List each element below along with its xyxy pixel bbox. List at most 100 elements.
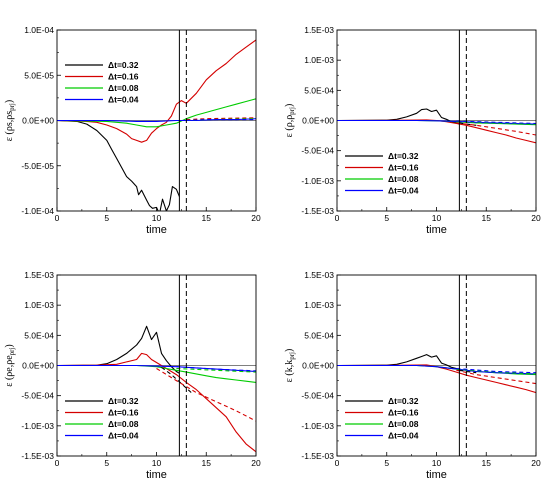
y-axis-label-sub: prj [8,348,16,356]
y-tick-label: -5.0E-04 [301,146,334,156]
x-tick-label: 0 [55,213,60,223]
y-tick-label: 1.0E-04 [24,25,54,35]
series-line [57,364,256,383]
chart-panel-3: 0 5 10 15 20 -1.5E-03 -1.0E-03 -5.0E-04 0.0E+00 5… [4,270,261,481]
plot-area [337,108,536,144]
y-axis-label: ε (ρ,ρprj) [284,104,296,138]
y-tick-label: 5.0E-05 [24,70,54,80]
chart-panel-2: 0 5 10 15 20 -1.5E-03 -1.0E-03 -5.0E-04 0.0E+00 5… [284,25,541,236]
y-tick-label: 0.0E+00 [302,361,334,371]
plot-frame [336,274,537,457]
legend-label: Δt=0.16 [388,408,419,418]
x-tick-label: 15 [482,458,492,468]
legend-label: Δt=0.32 [388,396,419,406]
chart-panel-1: 0 5 10 15 20 -1.0E-04 -5.0E-05 0.0E+00 5.0E-05 1.… [4,25,261,236]
y-tick-label: 1.0E-03 [304,55,334,65]
y-tick-label: 5.0E-04 [24,330,54,340]
x-tick-label: 5 [384,458,389,468]
series-line-dashed [176,367,256,373]
y-axis-label-close: ) [4,100,15,103]
y-axis-label: ε (k,kprj) [284,349,296,383]
x-tick-label: 20 [531,458,541,468]
legend-label: Δt=0.08 [388,419,419,429]
x-axis-label: time [426,224,447,236]
series-line-dashed [176,366,256,372]
y-tick-label: 1.5E-03 [24,270,54,280]
y-tick-label: 1.0E-03 [24,300,54,310]
chart-panel-4: 0 5 10 15 20 -1.5E-03 -1.0E-03 -5.0E-04 0.0E+00 5… [284,270,541,481]
x-tick-label: 15 [202,213,212,223]
series-line-dashed [456,367,536,374]
series-line [57,118,256,122]
legend-label: Δt=0.32 [108,60,139,70]
series-line [337,108,460,125]
legend-label: Δt=0.16 [388,163,419,173]
legend-label: Δt=0.16 [108,72,139,82]
y-tick-label: -1.5E-03 [301,206,334,216]
y-axis-label-main: ε (ρ,ρ [284,115,295,138]
y-tick-label: -1.0E-03 [301,176,334,186]
y-tick-label: 5.0E-04 [304,85,334,95]
x-axis-label: time [426,469,447,481]
series-line [57,119,180,211]
x-tick-label: 0 [55,458,60,468]
y-axis-label: ε (ρe,ρeprj) [4,344,16,387]
legend-label: Δt=0.32 [108,396,139,406]
y-tick-label: 1.5E-03 [304,270,334,280]
y-axis-label-main: ε (k,k [284,360,295,383]
x-tick-label: 20 [531,213,541,223]
y-tick-label: 0.0E+00 [302,116,334,126]
x-tick-label: 10 [432,458,442,468]
x-tick-label: 15 [482,213,492,223]
y-axis-label-sub: prj [288,352,296,360]
y-axis-label-close: ) [284,104,295,107]
x-tick-label: 10 [152,458,162,468]
y-tick-label: -5.0E-04 [301,391,334,401]
plot-frame [336,29,537,212]
x-tick-label: 10 [152,213,162,223]
x-tick-label: 5 [104,458,109,468]
plot-frame [56,29,257,212]
y-axis-label-main: ε (ρe,ρe [4,355,15,387]
series-line [57,352,256,453]
x-tick-label: 20 [251,213,261,223]
y-axis-label-close: ) [4,344,15,347]
plot-frame [56,274,257,457]
y-tick-label: 5.0E-04 [304,330,334,340]
y-tick-label: 0.0E+00 [22,116,54,126]
series-line [57,39,256,143]
y-tick-label: 1.0E-03 [304,300,334,310]
legend-label: Δt=0.04 [108,95,139,105]
legend-label: Δt=0.16 [108,408,139,418]
x-tick-label: 5 [384,213,389,223]
y-tick-label: -1.0E-04 [21,206,54,216]
plot-area [57,39,256,211]
y-axis-label-main: ε (ρs,ρs [4,111,15,141]
y-tick-label: 1.5E-03 [304,25,334,35]
y-tick-label: -1.0E-03 [21,421,54,431]
legend-label: Δt=0.32 [388,151,419,161]
x-axis-label: time [146,469,167,481]
x-axis-label: time [146,224,167,236]
legend-label: Δt=0.04 [388,431,419,441]
y-tick-label: 0.0E+00 [22,361,54,371]
series-line [57,325,180,374]
y-tick-label: -5.0E-04 [21,391,54,401]
legend-label: Δt=0.04 [388,186,419,196]
y-tick-label: -5.0E-05 [21,161,54,171]
series-line-dashed [156,368,256,422]
y-axis-label-close: ) [284,349,295,352]
plot-area [337,354,536,394]
x-tick-label: 15 [202,458,212,468]
series-line [57,98,256,128]
y-axis-label-sub: prj [8,103,16,111]
legend-label: Δt=0.08 [108,83,139,93]
plot-area [57,325,256,453]
x-tick-label: 20 [251,458,261,468]
legend-label: Δt=0.08 [388,174,419,184]
